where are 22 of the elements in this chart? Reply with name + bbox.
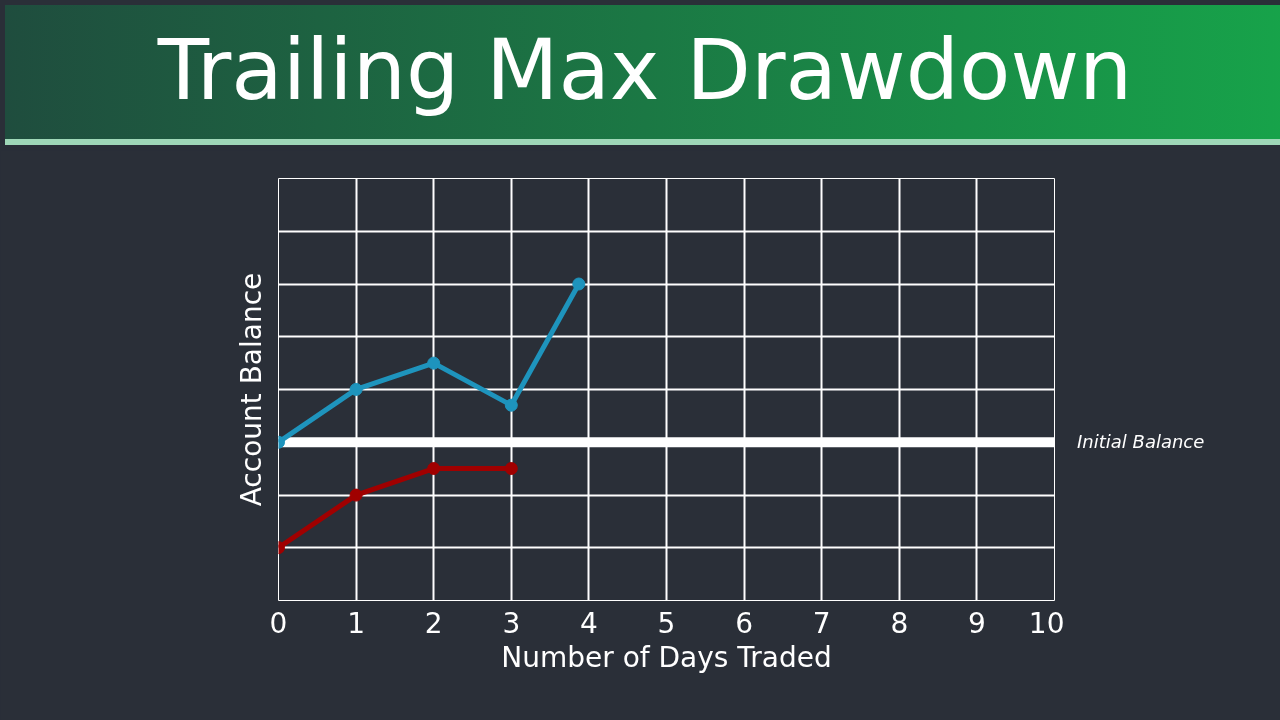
- point: [349, 488, 363, 502]
- point: [427, 462, 441, 476]
- x-tick-label: 3: [502, 606, 521, 640]
- ref-line-label: Initial Balance: [1077, 429, 1205, 454]
- x-tick-label: 4: [579, 606, 598, 640]
- x-axis-title: Number of Days Traded: [501, 640, 832, 674]
- x-tick-label: 5: [657, 606, 676, 640]
- y-axis-title: Account Balance: [234, 272, 268, 507]
- x-tick-label: 10: [1028, 606, 1065, 640]
- x-tick-label: 1: [347, 606, 366, 640]
- point: [427, 356, 441, 370]
- point: [504, 462, 518, 476]
- x-tick-label: 0: [269, 606, 288, 640]
- point: [349, 382, 363, 396]
- point: [504, 398, 518, 412]
- x-tick-label: 7: [812, 606, 831, 640]
- chart-title: Trailing Max Drawdown: [157, 20, 1133, 121]
- x-tick-label: 9: [967, 606, 986, 640]
- x-tick-label: 6: [735, 606, 754, 640]
- x-tick-label: 2: [424, 606, 443, 640]
- x-tick-label: 8: [890, 606, 909, 640]
- point: [572, 277, 586, 291]
